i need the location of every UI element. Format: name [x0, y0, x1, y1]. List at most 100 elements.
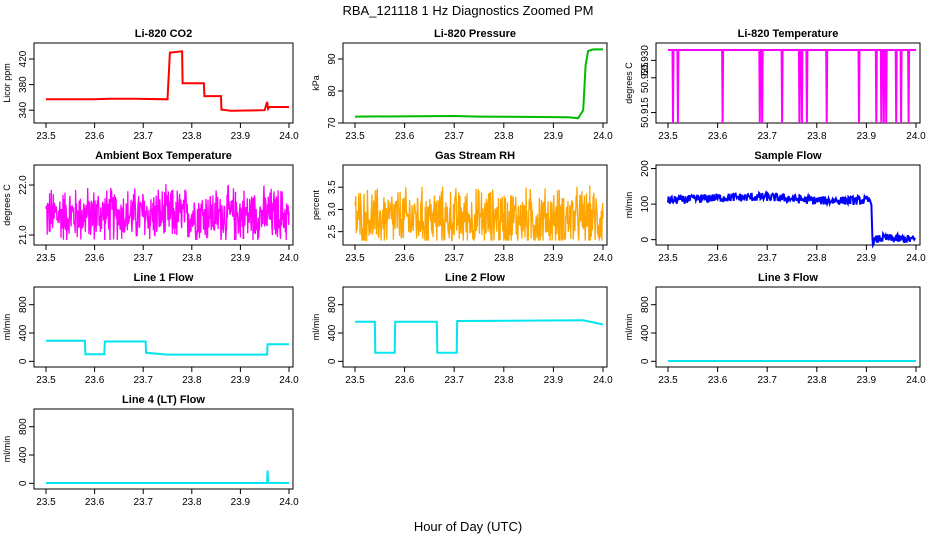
- x-tick-label: 24.0: [906, 375, 926, 386]
- y-tick-label: 400: [18, 324, 29, 341]
- y-tick-label: 800: [327, 296, 338, 313]
- panel-title: Li-820 Temperature: [738, 28, 839, 40]
- x-tick-label: 23.6: [708, 253, 728, 264]
- panel-6: Sample Flow 23.5 23.6 23.7 23.8 23.9 24.0 0 100 2…: [624, 150, 926, 264]
- y-tick-label: 400: [327, 324, 338, 341]
- y-tick-label: 0: [640, 358, 651, 364]
- plot-frame: [33, 164, 294, 246]
- series-line: [354, 185, 604, 242]
- x-tick-label: 23.6: [85, 497, 105, 508]
- series-line: [667, 189, 916, 249]
- y-tick-label: 420: [18, 50, 29, 67]
- y-tick-label: 50.915: [640, 97, 651, 128]
- series-line: [668, 49, 916, 124]
- y-axis-label: ml/min: [311, 314, 321, 341]
- x-tick-label: 23.6: [395, 131, 415, 142]
- x-tick-label: 23.5: [36, 497, 56, 508]
- y-tick-label: 50.930: [640, 45, 651, 76]
- series-line: [355, 319, 604, 354]
- x-tick-label: 24.0: [593, 131, 613, 142]
- panel-title: Li-820 Pressure: [434, 28, 516, 40]
- y-tick-label: 0: [18, 480, 29, 486]
- y-tick-label: 22.0: [18, 175, 29, 195]
- y-axis-label: ml/min: [624, 192, 634, 219]
- y-tick-label: 340: [18, 101, 29, 118]
- x-tick-label: 23.6: [85, 253, 105, 264]
- y-axis-label: ml/min: [2, 436, 12, 463]
- x-tick-label: 23.7: [444, 253, 464, 264]
- figure-title: RBA_121118 1 Hz Diagnostics Zoomed PM: [343, 3, 594, 18]
- y-tick-label: 800: [18, 296, 29, 313]
- plot-frame: [655, 164, 921, 246]
- panel-10: Line 4 (LT) Flow 23.5 23.6 23.7 23.8 23.9 24.0…: [2, 394, 299, 508]
- x-tick-label: 23.5: [345, 131, 365, 142]
- y-tick-label: 90: [327, 53, 338, 65]
- x-tick-label: 23.7: [133, 253, 153, 264]
- x-tick-label: 23.8: [494, 375, 514, 386]
- x-tick-label: 23.5: [658, 253, 678, 264]
- x-tick-label: 24.0: [279, 375, 299, 386]
- x-tick-label: 23.7: [757, 375, 777, 386]
- x-tick-label: 23.9: [231, 131, 251, 142]
- x-tick-label: 23.7: [133, 497, 153, 508]
- y-tick-label: 400: [640, 324, 651, 341]
- panel-1: Li-820 CO2 23.5 23.6 23.7 23.8 23.9 24.0 340 380…: [2, 28, 299, 142]
- panel-title: Line 1 Flow: [134, 272, 194, 284]
- plot-frame: [655, 286, 921, 368]
- x-tick-label: 23.7: [757, 253, 777, 264]
- y-tick-label: 100: [640, 195, 651, 212]
- y-axis-label: kPa: [311, 75, 321, 91]
- y-axis-label: ml/min: [2, 314, 12, 341]
- x-tick-label: 24.0: [906, 253, 926, 264]
- y-tick-label: 80: [327, 85, 338, 97]
- x-tick-label: 23.9: [544, 131, 564, 142]
- y-tick-label: 380: [18, 76, 29, 93]
- x-tick-label: 23.9: [544, 253, 564, 264]
- panel-title: Sample Flow: [754, 150, 822, 162]
- y-tick-label: 3.0: [327, 202, 338, 216]
- y-tick-label: 50.925: [640, 62, 651, 93]
- panel-title: Line 4 (LT) Flow: [122, 394, 205, 406]
- x-tick-label: 23.9: [231, 253, 251, 264]
- y-axis-label: degrees C: [624, 62, 634, 104]
- x-tick-label: 23.6: [395, 375, 415, 386]
- plot-frame: [33, 408, 294, 490]
- x-tick-label: 23.6: [395, 253, 415, 264]
- y-axis-label: Licor ppm: [2, 63, 12, 103]
- x-tick-label: 24.0: [593, 253, 613, 264]
- x-tick-label: 23.9: [231, 375, 251, 386]
- y-axis-label: percent: [311, 189, 321, 220]
- y-axis-label: ml/min: [624, 314, 634, 341]
- panels: Li-820 CO2 23.5 23.6 23.7 23.8 23.9 24.0 340 380…: [2, 28, 926, 508]
- y-tick-label: 0: [640, 236, 651, 242]
- plot-frame: [33, 42, 294, 124]
- y-tick-label: 21.0: [18, 225, 29, 245]
- x-tick-label: 23.6: [708, 375, 728, 386]
- series-line: [46, 470, 290, 484]
- x-tick-label: 24.0: [906, 131, 926, 142]
- y-axis-label: degrees C: [2, 184, 12, 226]
- plot-frame: [342, 42, 608, 124]
- y-tick-label: 2.5: [327, 224, 338, 238]
- plot-frame: [33, 286, 294, 368]
- series-line: [46, 50, 289, 112]
- y-tick-label: 800: [640, 296, 651, 313]
- x-tick-label: 24.0: [279, 131, 299, 142]
- x-tick-label: 23.8: [807, 253, 827, 264]
- x-tick-label: 23.8: [494, 253, 514, 264]
- x-tick-label: 23.8: [182, 497, 202, 508]
- series-line: [45, 183, 290, 241]
- x-tick-label: 23.8: [182, 253, 202, 264]
- x-tick-label: 23.7: [444, 131, 464, 142]
- x-tick-label: 23.6: [85, 131, 105, 142]
- x-tick-label: 24.0: [279, 253, 299, 264]
- plot-frame: [342, 286, 608, 368]
- panel-9: Line 3 Flow 23.5 23.6 23.7 23.8 23.9 24.0 0 400 8…: [624, 272, 926, 386]
- x-tick-label: 23.7: [133, 131, 153, 142]
- x-tick-label: 23.8: [807, 375, 827, 386]
- x-tick-label: 23.7: [133, 375, 153, 386]
- series-line: [46, 339, 289, 356]
- x-tick-label: 23.8: [182, 375, 202, 386]
- x-tick-label: 23.7: [444, 375, 464, 386]
